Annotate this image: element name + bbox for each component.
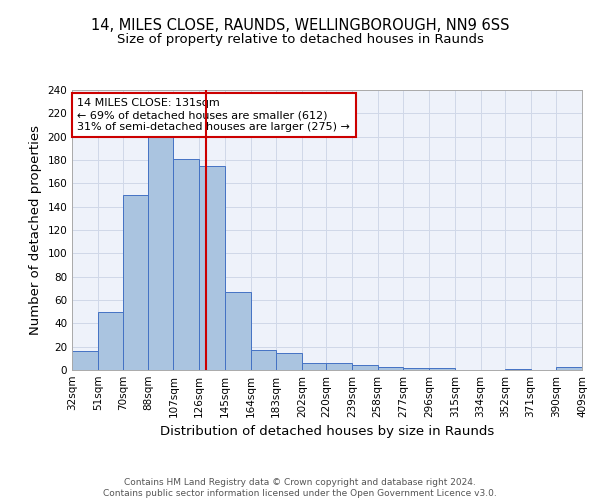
Bar: [225, 292, 251, 370]
Bar: [556, 366, 582, 370]
Bar: [199, 166, 225, 370]
Bar: [72, 352, 98, 370]
Text: Contains HM Land Registry data © Crown copyright and database right 2024.
Contai: Contains HM Land Registry data © Crown c…: [103, 478, 497, 498]
Bar: [326, 363, 352, 370]
Bar: [276, 352, 302, 370]
X-axis label: Distribution of detached houses by size in Raunds: Distribution of detached houses by size …: [160, 426, 494, 438]
Bar: [403, 368, 429, 370]
Bar: [378, 366, 403, 370]
Bar: [148, 132, 173, 370]
Bar: [124, 195, 148, 370]
Bar: [505, 369, 530, 370]
Bar: [98, 312, 124, 370]
Bar: [173, 159, 199, 370]
Bar: [251, 350, 276, 370]
Bar: [429, 368, 455, 370]
Bar: [352, 366, 378, 370]
Text: 14 MILES CLOSE: 131sqm
← 69% of detached houses are smaller (612)
31% of semi-de: 14 MILES CLOSE: 131sqm ← 69% of detached…: [77, 98, 350, 132]
Text: 14, MILES CLOSE, RAUNDS, WELLINGBOROUGH, NN9 6SS: 14, MILES CLOSE, RAUNDS, WELLINGBOROUGH,…: [91, 18, 509, 32]
Text: Size of property relative to detached houses in Raunds: Size of property relative to detached ho…: [116, 32, 484, 46]
Bar: [302, 363, 326, 370]
Y-axis label: Number of detached properties: Number of detached properties: [29, 125, 42, 335]
